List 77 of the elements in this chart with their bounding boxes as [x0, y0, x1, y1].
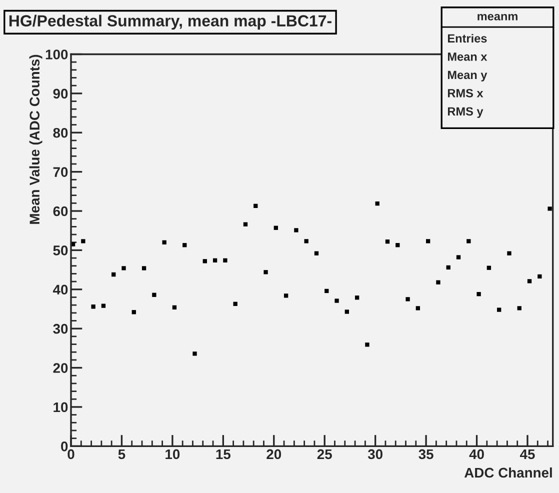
- x-tick-label: 10: [166, 449, 180, 460]
- point: [142, 266, 146, 270]
- annotation: Mean y: [448, 70, 488, 82]
- y-tick-label: 90: [53, 88, 68, 99]
- point: [294, 228, 298, 232]
- annotation: Mean x: [448, 52, 488, 61]
- point: [517, 306, 522, 310]
- x-tick-label: 20: [266, 449, 282, 460]
- point: [202, 259, 207, 264]
- y-tick-label: 40: [52, 284, 68, 295]
- annotation: RMS x: [448, 88, 484, 98]
- point: [507, 251, 512, 256]
- point: [426, 239, 430, 244]
- x-tick-label: 5: [118, 449, 126, 460]
- x-tick-label: 35: [418, 449, 434, 460]
- point: [375, 201, 380, 206]
- point: [538, 274, 542, 279]
- point: [91, 304, 96, 309]
- point: [334, 298, 339, 303]
- point: [385, 239, 390, 244]
- point: [182, 243, 187, 248]
- point: [456, 255, 461, 260]
- point: [223, 258, 228, 262]
- x-tick-label: 15: [216, 449, 230, 460]
- x-tick-label: 0: [68, 449, 74, 460]
- point: [527, 279, 532, 284]
- point: [466, 239, 471, 244]
- y-tick-label: 50: [53, 246, 68, 256]
- y-axis-title: Mean Value (ADC Counts): [29, 54, 42, 224]
- point: [132, 310, 136, 314]
- y-tick-label: 0: [61, 442, 68, 452]
- y-tick-label: 30: [53, 324, 68, 334]
- point: [212, 258, 218, 262]
- point: [486, 266, 492, 270]
- y-tick-label: 60: [53, 206, 68, 216]
- x-axis-title: ADC Channel: [464, 467, 552, 478]
- point: [284, 294, 288, 298]
- point: [192, 352, 197, 356]
- point: [122, 266, 126, 270]
- point: [497, 308, 502, 312]
- point: [152, 292, 156, 297]
- annotation: RMS y: [448, 107, 484, 118]
- point: [101, 304, 106, 308]
- point: [446, 265, 450, 270]
- point: [416, 306, 420, 310]
- point: [548, 206, 552, 211]
- x-tick-label: 25: [317, 449, 332, 460]
- y-tick-label: 10: [54, 402, 68, 412]
- point: [476, 292, 481, 296]
- point: [274, 226, 278, 230]
- point: [162, 240, 166, 244]
- point: [81, 239, 86, 244]
- point: [254, 204, 258, 208]
- point: [344, 310, 350, 314]
- y-tick-label: 20: [53, 363, 68, 373]
- x-tick-label: 45: [520, 449, 535, 460]
- text: Entries: [448, 34, 487, 43]
- point: [396, 243, 400, 248]
- point: [365, 342, 370, 347]
- point: [324, 288, 329, 294]
- point: [243, 222, 248, 226]
- point: [354, 296, 360, 300]
- text: meanm: [478, 14, 518, 20]
- point: [406, 297, 410, 302]
- point: [304, 239, 308, 244]
- point: [233, 302, 238, 306]
- y-tick-label: 70: [53, 167, 68, 177]
- point: [264, 270, 268, 274]
- x-tick-label: 30: [368, 449, 382, 460]
- x-tick-label: 40: [469, 449, 484, 460]
- y-tick-label: 80: [53, 128, 68, 138]
- chart-title: HG/Pedestal Summary, mean map -LBC17-: [9, 14, 332, 30]
- point: [314, 251, 319, 256]
- y-tick-label: 100: [46, 50, 68, 60]
- point: [172, 305, 177, 310]
- point: [112, 272, 116, 277]
- point: [436, 280, 440, 284]
